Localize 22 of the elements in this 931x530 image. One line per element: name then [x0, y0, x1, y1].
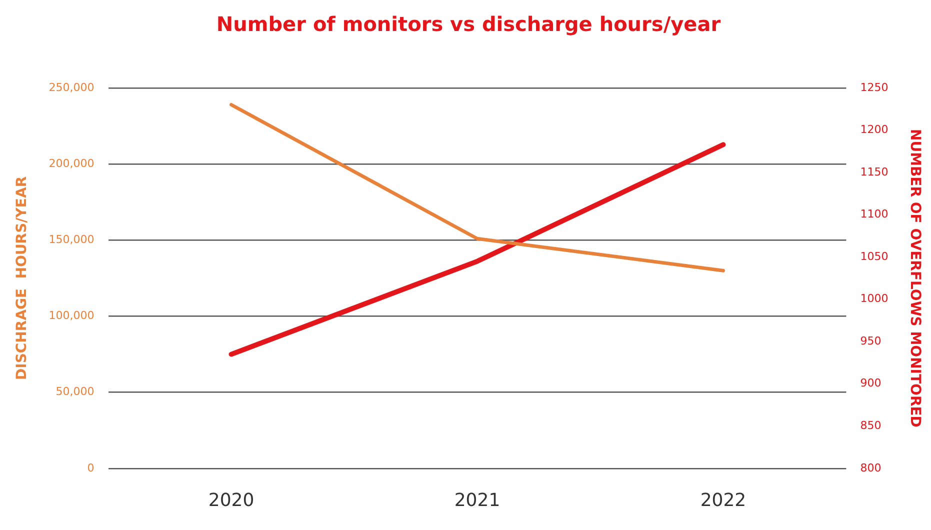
y-tick-label: 200,000	[48, 156, 94, 170]
y2-tick-label: 1250	[860, 80, 888, 94]
y2-tick-label: 1200	[860, 123, 888, 136]
y-tick-label: 150,000	[48, 233, 94, 246]
x-tick-label: 2022	[700, 490, 746, 511]
y-axis-title: DISCHRAGE HOURS/YEAR	[14, 176, 30, 380]
y2-tick-label: 850	[860, 418, 882, 432]
y-tick-label: 250,000	[48, 80, 94, 94]
y2-tick-label: 800	[860, 461, 882, 474]
y2-tick-label: 950	[860, 334, 882, 348]
y-tick-label: 50,000	[56, 385, 94, 398]
y-tick-label: 100,000	[48, 309, 94, 322]
y2-tick-label: 1000	[860, 292, 888, 306]
y2-tick-label: 1050	[860, 250, 888, 263]
x-tick-label: 2020	[208, 490, 254, 511]
y2-tick-label: 1150	[860, 165, 888, 178]
y-tick-label: 0	[87, 461, 94, 474]
x-tick-label: 2021	[454, 490, 500, 511]
y2-tick-label: 900	[860, 376, 882, 390]
y2-axis-title: NUMBER OF OVERFLOWS MONITORED	[906, 128, 923, 428]
y2-tick-label: 1100	[860, 208, 888, 221]
chart-title: Number of monitors vs discharge hours/year	[216, 12, 721, 36]
